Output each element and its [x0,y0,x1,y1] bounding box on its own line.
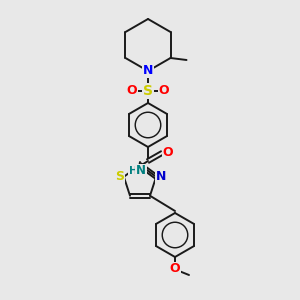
Text: O: O [170,262,180,275]
Text: O: O [159,85,169,98]
Text: O: O [127,85,137,98]
Text: N: N [156,170,166,183]
Text: N: N [143,64,153,77]
Text: N: N [136,164,146,178]
Text: S: S [115,170,124,183]
Text: O: O [163,146,173,160]
Text: H: H [129,166,137,176]
Text: S: S [143,84,153,98]
